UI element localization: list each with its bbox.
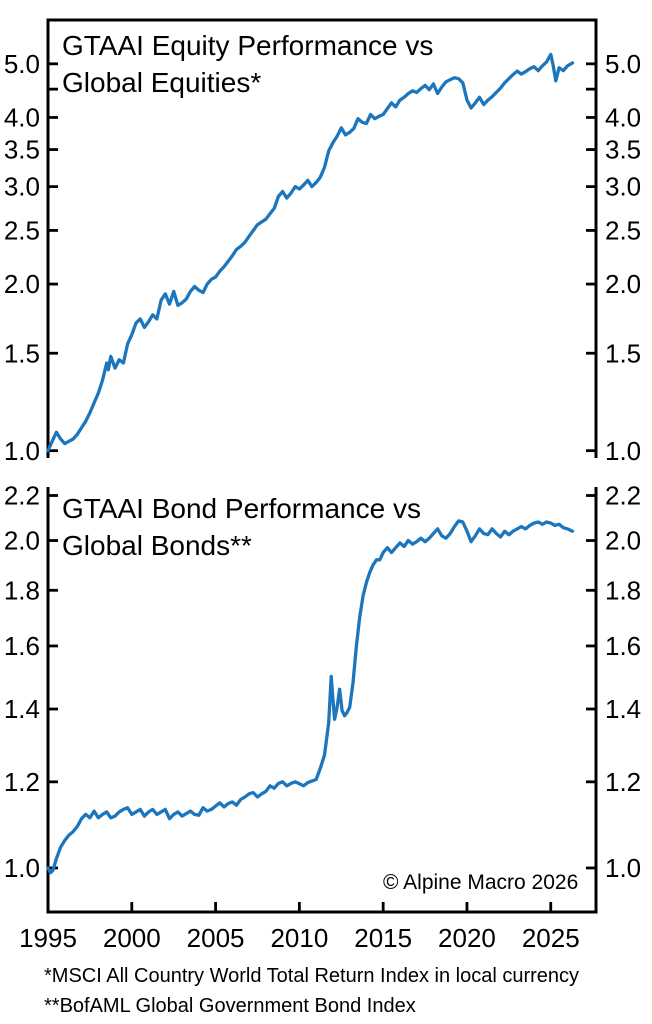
- y-tick-label-right: 2.5: [605, 216, 641, 246]
- y-tick-label-left: 2.2: [4, 481, 40, 511]
- bond-panel-title: GTAAI Bond Performance vs Global Bonds**: [62, 493, 421, 561]
- footnote-equity: *MSCI All Country World Total Return Ind…: [44, 965, 580, 987]
- y-tick-label-right: 1.6: [605, 631, 641, 661]
- y-tick-label-right: 1.0: [605, 436, 641, 466]
- y-tick-label-left: 2.5: [4, 216, 40, 246]
- x-tick-label: 2020: [438, 923, 496, 953]
- y-tick-label-left: 1.6: [4, 631, 40, 661]
- x-tick-label: 1995: [19, 923, 77, 953]
- y-tick-label-right: 3.0: [605, 172, 641, 202]
- y-tick-label-left: 1.4: [4, 694, 40, 724]
- y-tick-label-right: 1.0: [605, 853, 641, 883]
- x-tick-label: 2010: [270, 923, 328, 953]
- y-tick-label-right: 2.0: [605, 526, 641, 556]
- equity-ratio-line: [46, 52, 575, 453]
- y-tick-label-left: 2.0: [4, 526, 40, 556]
- y-tick-label-left: 3.0: [4, 172, 40, 202]
- x-tick-label: 2025: [522, 923, 580, 953]
- y-tick-label-right: 1.2: [605, 767, 641, 797]
- copyright-notice: © Alpine Macro 2026: [383, 871, 579, 894]
- y-tick-label-right: 1.8: [605, 575, 641, 605]
- y-tick-label-left: 1.0: [4, 853, 40, 883]
- y-tick-label-right: 5.0: [605, 49, 641, 79]
- bond-ratio-line: [46, 519, 575, 875]
- footnotes: *MSCI All Country World Total Return Ind…: [44, 961, 579, 1021]
- y-tick-label-left: 1.5: [4, 338, 40, 368]
- y-tick-label-right: 2.2: [605, 481, 641, 511]
- y-tick-label-left: 1.8: [4, 575, 40, 605]
- y-tick-label-left: 5.0: [4, 49, 40, 79]
- y-tick-label-left: 3.5: [4, 135, 40, 165]
- y-tick-label-left: 1.0: [4, 436, 40, 466]
- y-tick-label-right: 4.0: [605, 103, 641, 133]
- x-tick-label: 2015: [354, 923, 412, 953]
- y-tick-label-left: 4.0: [4, 103, 40, 133]
- x-tick-label: 2000: [103, 923, 161, 953]
- x-tick-label: 2005: [187, 923, 245, 953]
- y-tick-label-right: 2.0: [605, 269, 641, 299]
- footnote-bond: **BofAML Global Government Bond Index: [44, 995, 416, 1017]
- y-tick-label-right: 1.4: [605, 694, 641, 724]
- equity-panel-title: GTAAI Equity Performance vs Global Equit…: [62, 30, 434, 98]
- y-tick-label-left: 2.0: [4, 269, 40, 299]
- y-tick-label-right: 3.5: [605, 135, 641, 165]
- y-tick-label-right: 1.5: [605, 338, 641, 368]
- y-tick-label-left: 1.2: [4, 767, 40, 797]
